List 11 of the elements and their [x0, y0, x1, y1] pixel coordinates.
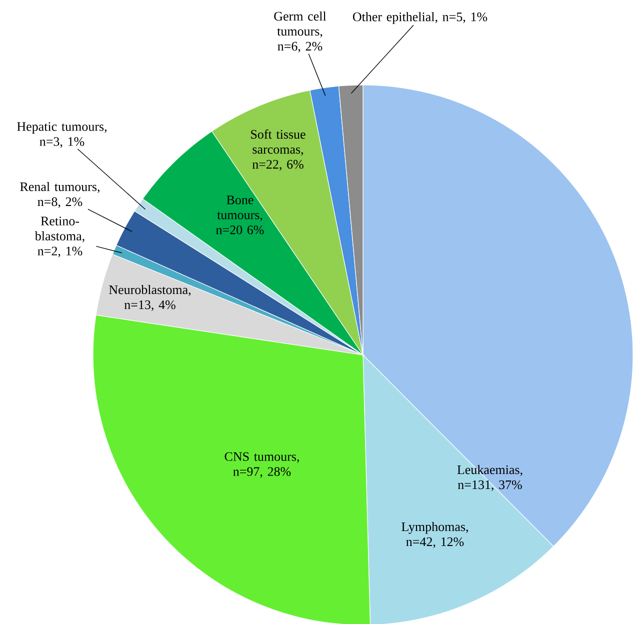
slice-label: Other epithelial, n=5, 1% [352, 12, 488, 24]
slice-label: Renal tumours, n=8, 2% [20, 182, 100, 208]
slice-label: Soft tissue sarcomas, n=22, 6% [251, 129, 306, 171]
slice-label: Germ cell tumours, n=6, 2% [274, 11, 326, 53]
slice-label: Neuroblastoma, n=13, 4% [109, 284, 191, 312]
slice-label: Leukaemias, n=131, 37% [457, 464, 522, 492]
slice-label: Retino-blastoma, n=2, 1% [34, 216, 84, 258]
slice-label: Bone tumours, n=20 6% [216, 196, 264, 234]
slice-label: CNS tumours, n=97, 28% [224, 452, 299, 478]
slice-label: Lymphomas, n=42, 12% [402, 522, 468, 548]
slice-label: Hepatic tumours, n=3, 1% [17, 122, 106, 148]
